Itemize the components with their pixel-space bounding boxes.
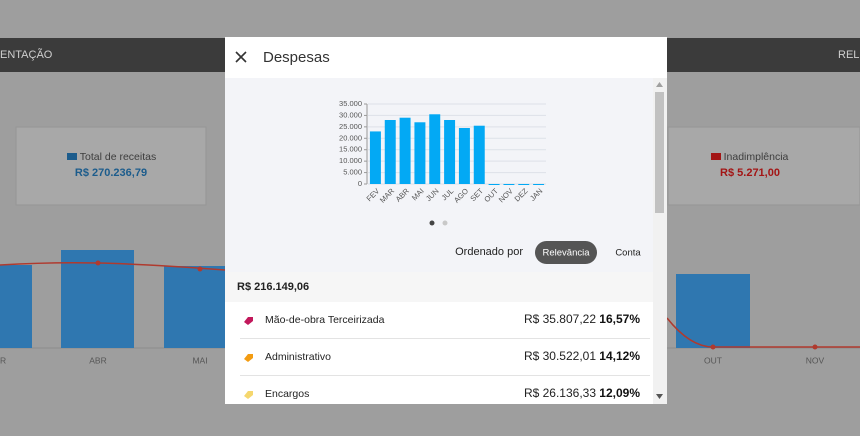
bar [533,184,545,185]
y-tick-label: 35.000 [339,99,362,108]
page-dot[interactable] [429,220,435,226]
backdrop-bar [676,274,750,348]
card [15,126,207,206]
card-value: R$ 270.236,79 [75,167,147,179]
backdrop-axis-label: R [0,355,6,365]
bar [473,125,485,184]
tag-icon [244,317,253,325]
bar [458,128,470,184]
backdrop-bar [164,266,225,348]
y-tick-label: 25.000 [339,122,362,131]
sort-label: Ordenado por [455,246,523,258]
sort-option[interactable]: Relevância [543,248,591,259]
card-icon [711,153,721,160]
item-percent: 16,57% [599,312,640,326]
y-tick-label: 5.000 [343,168,362,177]
bar [399,117,411,184]
y-tick-label: 15.000 [339,145,362,154]
modal-title: Despesas [263,49,330,66]
modal: Despesas 0 5.000 10.000 15.000 20.000 25.000 3… [225,37,667,404]
backdrop-dot [197,266,203,272]
backdrop-dot [95,260,101,266]
bar [384,120,396,184]
scroll-down[interactable] [656,394,663,399]
y-tick-label: 10.000 [339,156,362,165]
backdrop-bar [0,265,32,348]
tag-icon [244,354,253,362]
backdrop-axis-label: MAI [192,355,207,365]
sort-option-active[interactable] [535,241,597,264]
item-name: Administrativo [265,351,331,363]
sort-option[interactable]: Conta [615,248,641,259]
backdrop-axis-label: OUT [704,355,722,365]
card-label: Inadimplência [724,151,789,163]
tag-icon [244,391,253,399]
item-percent: 14,12% [599,349,640,363]
item-percent: 12,09% [599,386,640,400]
backdrop-axis-label: ABR [89,355,106,365]
backdrop-axis-label: NOV [806,355,825,365]
card-icon [67,153,77,160]
y-tick-label: 30.000 [339,110,362,119]
bar [518,184,530,185]
page-dot[interactable] [442,220,448,226]
total-row [225,272,653,302]
item-amount: R$ 30.522,01 [524,349,596,363]
item-amount: R$ 35.807,22 [524,312,596,326]
nav-item: REL [838,49,859,61]
total: R$ 216.149,06 [237,281,309,293]
bar [488,184,500,185]
card [667,126,860,206]
nav-item: ENTAÇÃO [0,48,53,61]
bar [444,120,456,184]
item-amount: R$ 26.136,33 [524,386,596,400]
item-name: Mão-de-obra Terceirizada [265,314,385,326]
y-tick-label: 20.000 [339,133,362,142]
backdrop-dot [710,344,716,350]
card-value: R$ 5.271,00 [720,167,780,179]
backdrop-dot [812,344,818,350]
scrollbar-thumb[interactable] [655,92,664,213]
card-label: Total de receitas [80,151,156,163]
close-button[interactable] [235,51,247,63]
bar [503,184,515,185]
bar [414,122,426,184]
item-name: Encargos [265,388,309,400]
bar [429,114,441,184]
scroll-up[interactable] [656,82,663,87]
bar [369,131,381,184]
y-tick-label: 0 [358,179,362,188]
backdrop-bar [61,250,134,348]
